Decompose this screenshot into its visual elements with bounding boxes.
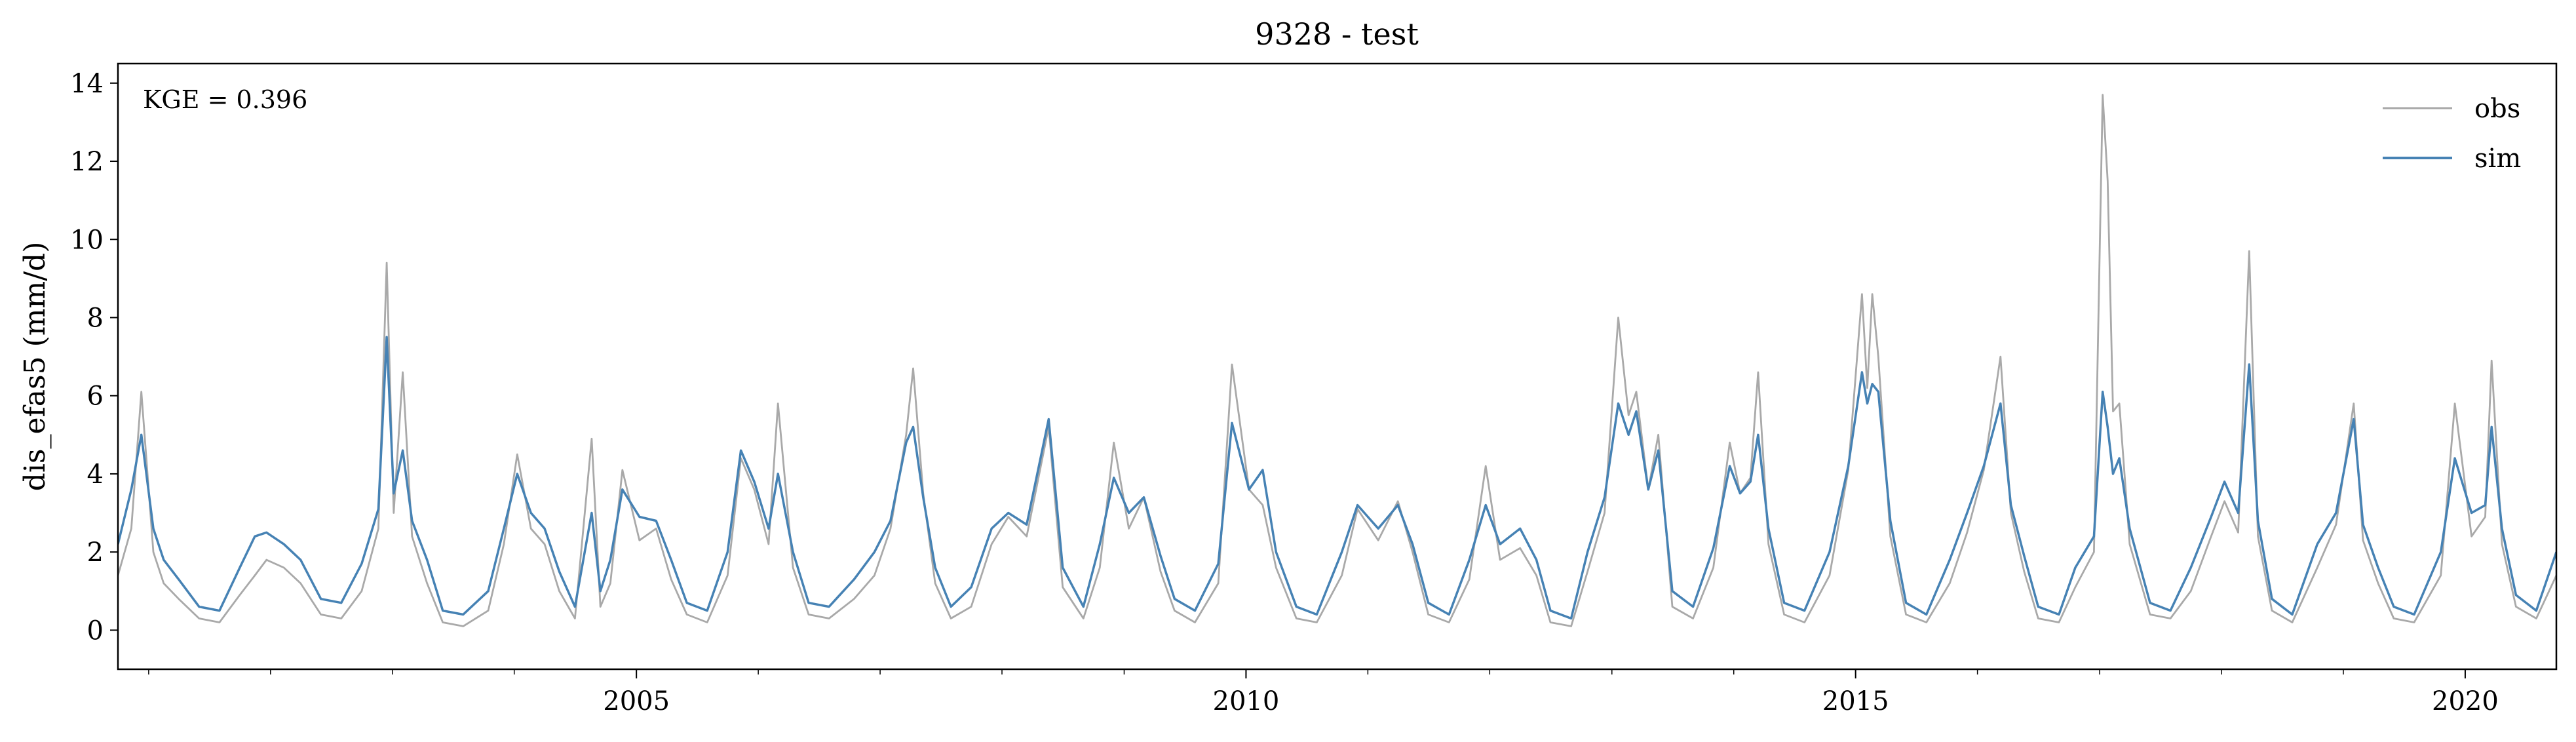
legend-label-sim: sim [2474, 144, 2521, 174]
y-tick-label: 4 [87, 459, 104, 490]
legend: obs sim [2383, 94, 2521, 174]
y-tick-label: 10 [70, 225, 104, 255]
y-tick-label: 8 [87, 303, 104, 333]
kge-annotation: KGE = 0.396 [143, 85, 307, 114]
axes-layer: 0 2 4 6 8 10 12 14 2005 2010 2015 2020 [70, 69, 2499, 716]
series-layer [118, 94, 2556, 627]
x-tick-label: 2010 [1213, 686, 1280, 716]
y-tick-label: 14 [70, 69, 104, 99]
x-tick-label: 2020 [2432, 686, 2499, 716]
x-tick-label: 2005 [603, 686, 670, 716]
plot-frame [117, 62, 2558, 671]
y-axis-label: dis_efas5 (mm/d) [18, 242, 52, 492]
chart-title: 9328 - test [1255, 16, 1419, 52]
y-tick-label: 6 [87, 381, 104, 412]
legend-label-obs: obs [2474, 94, 2520, 124]
series-line-sim [118, 336, 2556, 620]
y-tick-label: 0 [87, 615, 104, 646]
y-tick-label: 2 [87, 537, 104, 568]
y-tick-label: 12 [70, 147, 104, 177]
x-tick-label: 2015 [1822, 686, 1889, 716]
